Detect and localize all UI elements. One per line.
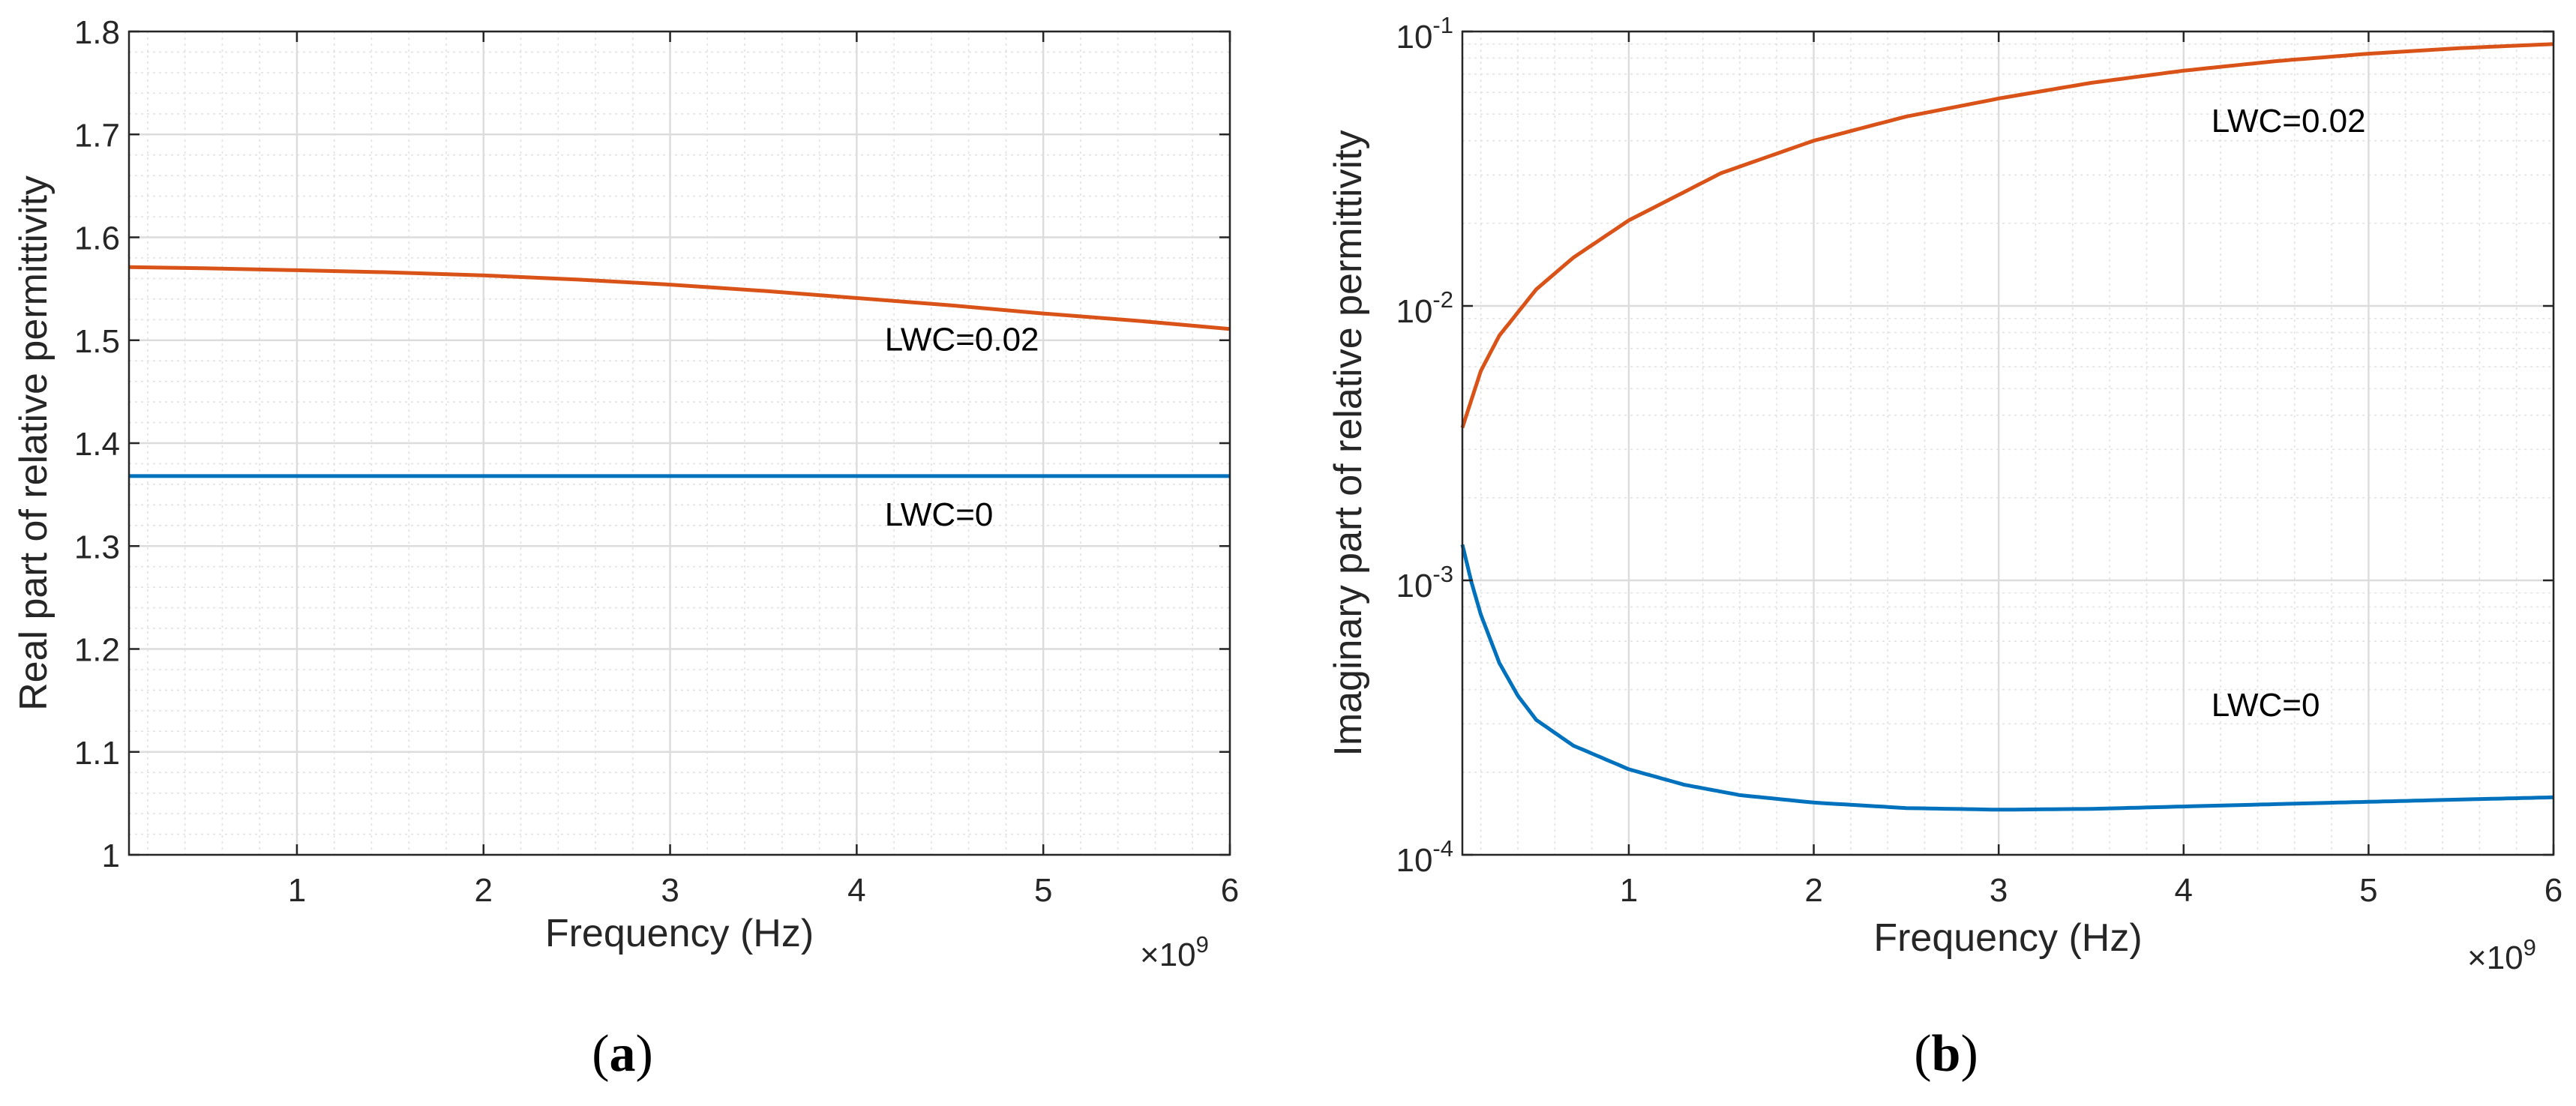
- x-axis-label: Frequency (Hz): [1873, 916, 2142, 960]
- ticks: [129, 30, 1231, 856]
- x-axis-multiplier: ×109: [2467, 934, 2536, 976]
- x-tick-label: 3: [661, 872, 679, 909]
- caption-close: ): [1960, 1025, 1978, 1083]
- y-tick-label: 10-4: [1396, 835, 1453, 879]
- x-axis-multiplier-exponent: 9: [1196, 931, 1209, 958]
- x-tick-label: 5: [2359, 872, 2377, 909]
- series-annotation: LWC=0.02: [2212, 103, 2366, 139]
- axes-box: [1461, 30, 2555, 856]
- series-line-lwc002: [1460, 42, 2554, 429]
- caption-letter: a: [610, 1025, 636, 1083]
- x-axis-multiplier-exponent: 9: [2524, 934, 2536, 961]
- x-tick-label: 4: [847, 872, 865, 909]
- y-tick-label-base: 10: [1396, 293, 1432, 330]
- series-annotation: LWC=0.02: [885, 321, 1039, 358]
- x-tick-label: 2: [1804, 872, 1822, 909]
- y-tick-label-base: 10: [1396, 842, 1432, 879]
- y-tick-label-exponent: -3: [1432, 561, 1453, 587]
- y-tick-label: 1.4: [74, 426, 120, 463]
- caption-open: (: [1914, 1025, 1931, 1083]
- x-tick-label: 6: [2545, 872, 2563, 909]
- y-tick-label: 1.8: [74, 14, 120, 51]
- y-tick-label-exponent: -1: [1432, 12, 1453, 38]
- y-tick-label: 10-2: [1396, 286, 1453, 330]
- x-tick-label: 6: [1221, 872, 1239, 909]
- series-annotation: LWC=0: [2212, 687, 2320, 724]
- series-line-lwc002: [128, 265, 1231, 331]
- x-axis-label: Frequency (Hz): [545, 912, 814, 955]
- x-tick-label: 1: [288, 872, 306, 909]
- y-tick-label: 1.2: [74, 632, 120, 669]
- y-tick-label: 10-3: [1396, 561, 1453, 604]
- y-tick-label-base: 10: [1396, 568, 1432, 604]
- grid: [1462, 30, 2555, 856]
- x-tick-label: 1: [1620, 872, 1638, 909]
- y-tick-label: 1.6: [74, 220, 120, 257]
- y-axis-label: Real part of relative permittivity: [12, 175, 55, 711]
- panel-caption: (b): [1914, 1025, 1978, 1083]
- x-tick-label: 2: [475, 872, 493, 909]
- panel-caption: (a): [592, 1025, 653, 1083]
- y-tick-label: 1: [102, 838, 120, 874]
- caption-open: (: [592, 1025, 609, 1083]
- y-tick-label: 1.3: [74, 529, 120, 565]
- y-tick-label-exponent: -4: [1432, 835, 1453, 862]
- panel-a: 1 2 3 4 5 6 1 1.1 1.2 1.3 1.4 1.5 1.6 1.7 1.8 Frequency…: [12, 14, 1239, 1083]
- series-line-lwc0: [1460, 544, 2554, 812]
- caption-letter: b: [1932, 1025, 1961, 1083]
- caption-close: ): [636, 1025, 653, 1083]
- ticks: [1462, 30, 2555, 856]
- y-axis-label: Imaginary part of relative permittivity: [1327, 130, 1370, 756]
- plot-area: [1462, 31, 2554, 855]
- x-tick-label: 4: [2175, 872, 2193, 909]
- y-tick-label: 1.7: [74, 117, 120, 154]
- y-tick-label: 1.5: [74, 323, 120, 360]
- series-annotation: LWC=0: [885, 496, 994, 533]
- x-tick-label: 3: [1990, 872, 2008, 909]
- y-tick-label-exponent: -2: [1432, 286, 1453, 313]
- y-tick-label-base: 10: [1396, 19, 1432, 55]
- x-axis-multiplier: ×109: [1140, 931, 1209, 973]
- y-tick-label: 1.1: [74, 735, 120, 772]
- x-axis-multiplier-base: ×10: [2467, 940, 2524, 976]
- x-axis-multiplier-base: ×10: [1140, 937, 1196, 973]
- x-tick-label: 5: [1034, 872, 1052, 909]
- y-tick-label: 10-1: [1396, 12, 1453, 55]
